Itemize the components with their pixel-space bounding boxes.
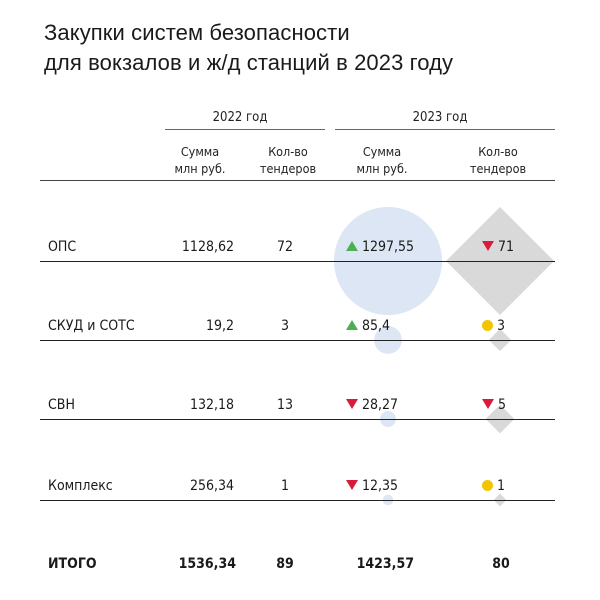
trend-down-icon	[346, 399, 358, 409]
sum-2022-cell: 19,2	[205, 318, 234, 334]
sum-2023-cell: 1297,55	[346, 239, 414, 255]
total-sum-2023: 1423,57	[356, 556, 414, 572]
count-2023-cell: 71	[482, 239, 514, 255]
count-2022-cell: 13	[276, 397, 294, 413]
sum-bubble	[382, 494, 394, 506]
count-2022-cell: 1	[280, 478, 289, 494]
row-rule	[40, 419, 555, 420]
no-change-icon	[482, 480, 493, 491]
count-2023-value: 71	[498, 239, 515, 255]
row-rule	[40, 340, 555, 341]
col-sum-2022-header: Сумма млн руб.	[160, 143, 240, 177]
year-2023-rule	[335, 129, 555, 130]
count-2023-value: 3	[497, 318, 506, 334]
year-2022-rule	[165, 129, 325, 130]
row-label: СВН	[48, 397, 75, 413]
row-rule	[40, 261, 555, 262]
year-2023-header: 2023 год	[412, 110, 468, 125]
total-label: ИТОГО	[48, 556, 97, 572]
col-sum-2023-label: Сумма млн руб.	[356, 144, 408, 176]
sum-2022-cell: 1128,62	[181, 239, 234, 255]
col-count-2022-label: Кол-во тендеров	[259, 144, 317, 176]
count-2022-cell: 72	[276, 239, 294, 255]
sum-2023-value: 12,35	[362, 478, 399, 494]
total-count-2023: 80	[492, 556, 510, 572]
col-count-2023-label: Кол-во тендеров	[469, 144, 527, 176]
row-label: ОПС	[48, 239, 77, 255]
trend-down-icon	[482, 399, 494, 409]
header-rule	[40, 180, 555, 181]
count-2023-value: 5	[498, 397, 507, 413]
total-sum-2022: 1536,34	[178, 556, 236, 572]
title-line-2: для вокзалов и ж/д станций в 2023 году	[44, 50, 454, 75]
col-sum-2023-header: Сумма млн руб.	[342, 143, 422, 177]
row-label: Комплекс	[48, 478, 113, 494]
count-2023-cell: 3	[482, 318, 505, 334]
count-2023-value: 1	[497, 478, 506, 494]
year-2022-header: 2022 год	[212, 110, 268, 125]
sum-2023-cell: 12,35	[346, 478, 398, 494]
sum-2022-cell: 256,34	[189, 478, 234, 494]
no-change-icon	[482, 320, 493, 331]
col-count-2022-header: Кол-во тендеров	[248, 143, 328, 177]
trend-down-icon	[346, 480, 358, 490]
sum-2023-value: 28,27	[362, 397, 399, 413]
sum-2023-cell: 28,27	[346, 397, 398, 413]
row-label: СКУД и СОТС	[48, 318, 135, 334]
count-2022-cell: 3	[280, 318, 289, 334]
sum-2023-value: 1297,55	[362, 239, 415, 255]
title-line-1: Закупки систем безопасности	[44, 20, 350, 45]
trend-down-icon	[482, 241, 494, 251]
col-sum-2022-label: Сумма млн руб.	[174, 144, 226, 176]
total-count-2022: 89	[276, 556, 294, 572]
count-2023-cell: 5	[482, 397, 506, 413]
col-count-2023-header: Кол-во тендеров	[458, 143, 538, 177]
count-2023-cell: 1	[482, 478, 505, 494]
row-rule	[40, 500, 555, 501]
sum-2022-cell: 132,18	[189, 397, 234, 413]
trend-up-icon	[346, 241, 358, 251]
chart-title: Закупки систем безопасности для вокзалов…	[44, 18, 453, 78]
sum-bubble	[374, 326, 402, 354]
sum-2023-cell: 85,4	[346, 318, 390, 334]
sum-2023-value: 85,4	[362, 318, 391, 334]
trend-up-icon	[346, 320, 358, 330]
